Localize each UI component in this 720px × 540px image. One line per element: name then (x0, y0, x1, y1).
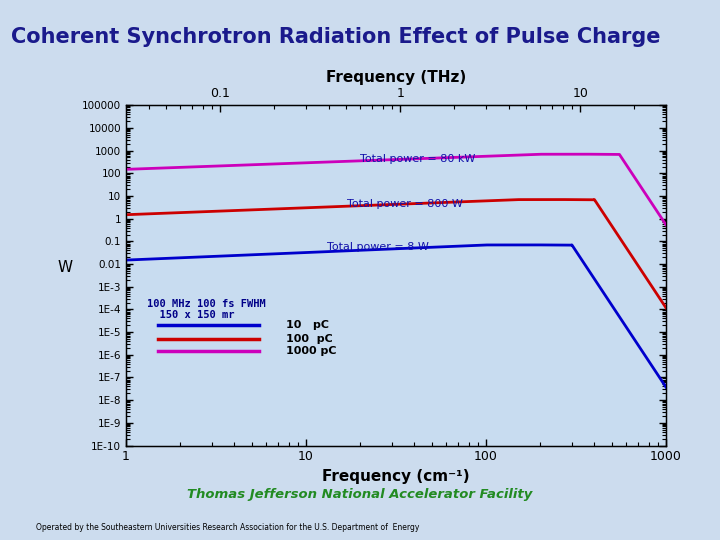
X-axis label: Frequency (THz): Frequency (THz) (326, 70, 466, 85)
Text: Thomas Jefferson National Accelerator Facility: Thomas Jefferson National Accelerator Fa… (187, 488, 533, 501)
Text: 100  pC: 100 pC (286, 334, 333, 344)
X-axis label: Frequency (cm⁻¹): Frequency (cm⁻¹) (322, 469, 470, 484)
Text: 1000 pC: 1000 pC (286, 346, 336, 356)
Text: Total power = 8 W: Total power = 8 W (326, 242, 428, 252)
Text: Total power = 800 W: Total power = 800 W (348, 199, 464, 209)
Text: 100 MHz 100 fs FWHM
  150 x 150 mr: 100 MHz 100 fs FWHM 150 x 150 mr (146, 299, 265, 320)
Text: Operated by the Southeastern Universities Research Association for the U.S. Depa: Operated by the Southeastern Universitie… (36, 523, 419, 532)
Text: Coherent Synchrotron Radiation Effect of Pulse Charge: Coherent Synchrotron Radiation Effect of… (11, 27, 660, 47)
Text: Total power = 80 kW: Total power = 80 kW (360, 153, 476, 164)
Y-axis label: W: W (58, 260, 73, 275)
Text: 10   pC: 10 pC (286, 320, 328, 330)
